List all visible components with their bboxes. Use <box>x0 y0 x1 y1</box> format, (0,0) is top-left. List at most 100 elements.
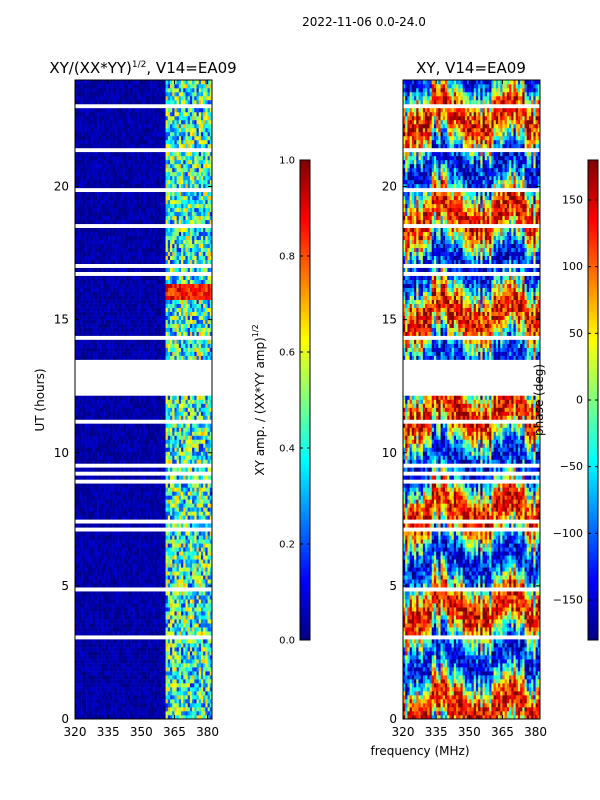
heatmap-cell <box>97 455 100 460</box>
heatmap-cell <box>75 347 78 352</box>
heatmap-cell <box>178 499 182 504</box>
heatmap-cell <box>145 567 149 572</box>
heatmap-cell <box>75 667 78 672</box>
heatmap-cell <box>77 535 80 540</box>
heatmap-cell <box>125 547 129 552</box>
heatmap-cell <box>97 611 100 616</box>
heatmap-cell <box>99 615 102 620</box>
heatmap-cell <box>139 567 142 572</box>
heatmap-cell <box>136 327 140 332</box>
heatmap-cell <box>170 699 173 704</box>
heatmap-cell <box>145 659 149 664</box>
heatmap-cell <box>114 551 118 556</box>
heatmap-cell <box>165 619 169 624</box>
heatmap-cell <box>141 427 144 432</box>
heatmap-cell <box>112 619 116 624</box>
heatmap-cell <box>99 495 102 500</box>
heatmap-cell <box>77 447 80 452</box>
heatmap-cell <box>132 459 135 464</box>
heatmap-cell <box>110 675 113 680</box>
heatmap-cell <box>150 515 153 520</box>
heatmap-cell <box>143 503 147 508</box>
heatmap-cell <box>154 343 158 348</box>
heatmap-cell <box>86 495 89 500</box>
heatmap-cell <box>181 639 184 644</box>
heatmap-cell <box>97 467 100 472</box>
heatmap-cell <box>156 567 160 572</box>
heatmap-cell <box>154 407 158 412</box>
heatmap-cell <box>198 511 202 516</box>
heatmap-cell <box>77 523 80 528</box>
heatmap-cell <box>158 539 162 544</box>
heatmap-cell <box>147 631 151 636</box>
heatmap-cell <box>172 579 175 584</box>
heatmap-cell <box>161 603 164 608</box>
heatmap-cell <box>189 411 193 416</box>
heatmap-cell <box>181 447 184 452</box>
heatmap-cell <box>185 559 188 564</box>
heatmap-cell <box>130 615 133 620</box>
heatmap-cell <box>121 523 124 528</box>
heatmap-cell <box>203 679 206 684</box>
heatmap-cell <box>165 495 169 500</box>
heatmap-cell <box>108 643 111 648</box>
heatmap-cell <box>141 591 144 596</box>
heatmap-cell <box>75 583 78 588</box>
heatmap-cell <box>123 531 127 536</box>
heatmap-cell <box>128 455 131 460</box>
heatmap-cell <box>123 603 127 608</box>
heatmap-cell <box>139 699 142 704</box>
heatmap-cell <box>119 451 122 456</box>
heatmap-cell <box>174 611 177 616</box>
heatmap-cell <box>130 539 133 544</box>
heatmap-cell <box>143 451 147 456</box>
heatmap-cell <box>75 715 78 720</box>
heatmap-cell <box>83 447 87 452</box>
heatmap-cell <box>189 535 193 540</box>
heatmap-cell <box>161 651 164 656</box>
heatmap-cell <box>105 639 109 644</box>
heatmap-cell <box>163 347 166 352</box>
heatmap-cell <box>198 675 202 680</box>
heatmap-cell <box>132 615 135 620</box>
heatmap-cell <box>192 339 195 344</box>
heatmap-cell <box>172 679 175 684</box>
heatmap-cell <box>108 351 111 356</box>
heatmap-cell <box>75 623 78 628</box>
heatmap-cell <box>185 591 188 596</box>
heatmap-cell <box>150 643 153 648</box>
heatmap-cell <box>83 555 87 560</box>
heatmap-cell <box>97 667 100 672</box>
heatmap-cell <box>103 535 107 540</box>
heatmap-cell <box>207 603 211 608</box>
heatmap-cell <box>154 403 158 408</box>
heatmap-cell <box>86 503 89 508</box>
heatmap-cell <box>150 339 153 344</box>
heatmap-cell <box>205 399 208 404</box>
heatmap-cell <box>152 643 155 648</box>
heatmap-cell <box>200 659 204 664</box>
heatmap-cell <box>105 579 109 584</box>
heatmap-cell <box>189 651 193 656</box>
heatmap-cell <box>125 503 129 508</box>
heatmap-cell <box>86 487 89 492</box>
heatmap-cell <box>134 355 138 360</box>
heatmap-cell <box>79 571 82 576</box>
heatmap-cell <box>141 467 144 472</box>
heatmap-cell <box>114 447 118 452</box>
heatmap-cell <box>176 563 180 568</box>
heatmap-cell <box>101 683 105 688</box>
heatmap-cell <box>154 551 158 556</box>
heatmap-cell <box>79 535 82 540</box>
heatmap-cell <box>134 435 138 440</box>
heatmap-cell <box>207 355 211 360</box>
heatmap-cell <box>90 607 93 612</box>
heatmap-cell <box>185 683 188 688</box>
heatmap-cell <box>141 671 144 676</box>
heatmap-cell <box>203 699 206 704</box>
heatmap-cell <box>209 575 213 580</box>
heatmap-cell <box>99 651 102 656</box>
heatmap-cell <box>178 459 182 464</box>
heatmap-cell <box>123 447 127 452</box>
heatmap-cell <box>75 331 78 336</box>
